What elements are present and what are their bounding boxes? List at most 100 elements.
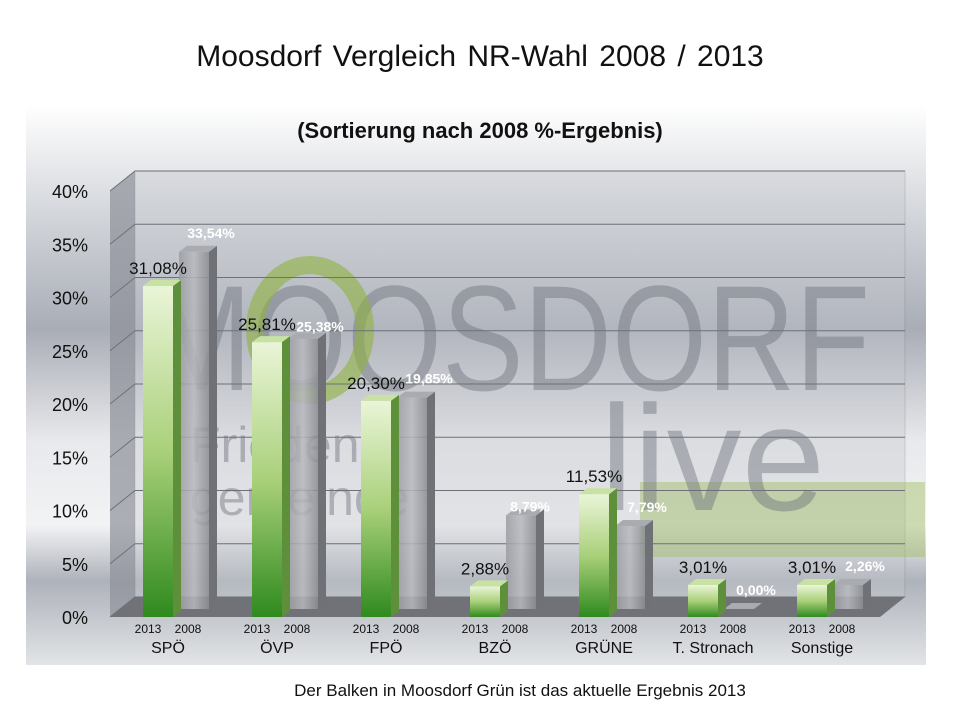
category-label: BZÖ — [479, 639, 512, 657]
bar-2013-side — [718, 578, 726, 617]
data-label-2008: 8,79% — [510, 498, 550, 514]
bar-2008-group — [506, 509, 544, 609]
bar-2013-top — [797, 578, 835, 585]
bar-2008-side — [427, 391, 435, 609]
footer-note: Der Balken in Moosdorf Grün ist das aktu… — [294, 681, 746, 700]
y-tick-label: 30% — [52, 289, 88, 309]
chart-title: (Sortierung nach 2008 %-Ergebnis) — [297, 118, 663, 143]
bar-2013-front — [688, 584, 718, 617]
data-label-2013: 31,08% — [129, 259, 187, 278]
bar-2008-group — [615, 520, 653, 609]
series-label-2008: 2008 — [611, 622, 638, 636]
data-label-2008: 19,85% — [405, 371, 453, 387]
bar-2008-group — [288, 332, 326, 609]
series-label-2013: 2013 — [680, 622, 707, 636]
bar-2013-front — [143, 285, 173, 617]
bar-2013-top — [470, 580, 508, 587]
bar-2008-top — [615, 520, 653, 527]
bar-2013-front — [470, 586, 500, 617]
data-label-2013: 2,88% — [461, 559, 509, 578]
series-label-2008: 2008 — [720, 622, 747, 636]
bar-2008-side — [209, 245, 217, 609]
y-tick-label: 10% — [52, 502, 88, 522]
data-label-2008: 0,00% — [736, 582, 776, 598]
data-label-2013: 3,01% — [788, 558, 836, 577]
watermark-live: live — [600, 374, 825, 542]
bar-2008-group — [397, 391, 435, 609]
bar-2008-top — [506, 509, 544, 516]
category-label: Sonstige — [791, 640, 853, 657]
data-label-2013: 20,30% — [347, 374, 405, 393]
bar-2013 — [688, 578, 726, 617]
series-label-2013: 2013 — [135, 622, 162, 636]
bar-2013-side — [500, 580, 508, 617]
bar-2008-top — [288, 332, 326, 339]
gridline-side — [109, 170, 136, 192]
y-tick-label: 0% — [62, 608, 88, 628]
bar-2008 — [179, 251, 209, 609]
y-tick-label: 15% — [52, 448, 88, 468]
series-label-2008: 2008 — [175, 622, 202, 636]
bar-2008-top — [724, 603, 762, 609]
series-label-2008: 2008 — [284, 622, 311, 636]
gridline-side — [109, 543, 136, 565]
y-tick-label: 35% — [52, 235, 88, 255]
bar-2008-group — [724, 603, 762, 609]
gridline-side — [109, 223, 136, 245]
series-label-2013: 2013 — [462, 622, 489, 636]
bar-2013 — [797, 578, 835, 617]
bar-2013 — [579, 488, 617, 617]
bar-2013-side — [827, 578, 835, 617]
bar-2008-group — [179, 245, 217, 609]
bar-2013 — [470, 580, 508, 617]
page-title: Moosdorf Vergleich NR-Wahl 2008 / 2013 — [196, 40, 764, 73]
gridline-side — [109, 277, 136, 298]
data-label-2013: 3,01% — [679, 558, 727, 577]
bar-2013 — [252, 336, 290, 617]
category-label: GRÜNE — [575, 639, 633, 657]
category-label: ÖVP — [260, 639, 294, 657]
category-label: T. Stronach — [673, 640, 754, 657]
bar-2013 — [143, 279, 181, 617]
bar-2013-side — [282, 336, 290, 617]
gridline-side — [109, 490, 136, 511]
y-tick-label: 25% — [52, 342, 88, 362]
bar-2013-front — [361, 400, 391, 617]
category-label: SPÖ — [151, 639, 185, 657]
bar-2008-side — [536, 509, 544, 609]
y-tick-label: 40% — [52, 182, 88, 202]
data-label-2008: 2,26% — [845, 558, 885, 574]
y-tick-label: 20% — [52, 395, 88, 415]
bar-2013-top — [252, 336, 290, 343]
data-label-2008: 25,38% — [296, 319, 344, 335]
bar-2008-side — [863, 578, 871, 609]
data-label-2008: 7,79% — [627, 499, 667, 515]
bar-2008 — [833, 584, 863, 609]
gridline-side — [109, 436, 136, 458]
y-tick-label: 5% — [62, 555, 88, 575]
bar-2008 — [506, 515, 536, 609]
bar-2013-top — [143, 279, 181, 286]
gridline-side — [109, 383, 136, 405]
bar-2008-top — [833, 578, 871, 585]
bar-2013-side — [173, 279, 181, 617]
data-label-2013: 11,53% — [566, 467, 622, 486]
watermark-green-band — [640, 482, 925, 557]
bar-2008-side — [645, 520, 653, 609]
series-label-2013: 2013 — [244, 622, 271, 636]
series-label-2008: 2008 — [393, 622, 420, 636]
series-label-2008: 2008 — [502, 622, 529, 636]
series-label-2013: 2013 — [353, 622, 380, 636]
bar-2013 — [361, 394, 399, 617]
series-label-2013: 2013 — [571, 622, 598, 636]
bar-2008-side — [318, 332, 326, 609]
bar-2013-front — [797, 584, 827, 617]
bar-2008 — [288, 338, 318, 609]
bar-2013-front — [579, 494, 609, 617]
bar-2013-top — [361, 394, 399, 401]
bar-2013-top — [688, 578, 726, 585]
bar-2008-top — [397, 391, 435, 398]
bar-2008-group — [833, 578, 871, 609]
gridline-side — [109, 330, 136, 352]
bar-2008-top — [179, 245, 217, 252]
